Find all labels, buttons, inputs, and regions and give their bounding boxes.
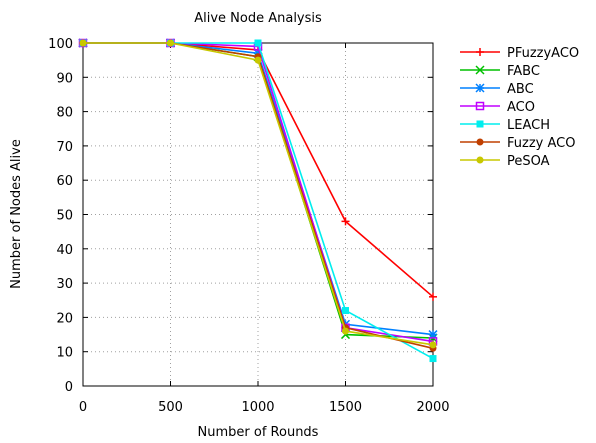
marker-shape bbox=[79, 39, 87, 47]
y-tick-label: 50 bbox=[56, 209, 73, 224]
data-point-leach bbox=[254, 39, 262, 47]
marker-stroke bbox=[475, 65, 485, 75]
legend-label: ABC bbox=[507, 82, 534, 97]
marker-shape bbox=[476, 138, 484, 146]
y-tick-label: 10 bbox=[56, 346, 73, 361]
x-axis-title: Number of Rounds bbox=[198, 425, 319, 439]
x-tick-label: 2000 bbox=[416, 400, 449, 415]
y-tick-label: 0 bbox=[65, 380, 73, 395]
data-point-pesoa bbox=[254, 56, 262, 64]
series-group bbox=[78, 38, 438, 363]
legend-label: ACO bbox=[507, 100, 535, 115]
legend-item-abc: ABC bbox=[460, 82, 534, 97]
marker-shape bbox=[167, 39, 174, 47]
legend-label: LEACH bbox=[507, 118, 550, 133]
legend-label: FABC bbox=[507, 64, 540, 79]
marker-shape bbox=[429, 355, 437, 363]
legend-item-leach: LEACH bbox=[460, 118, 550, 133]
data-point-pesoa bbox=[79, 39, 87, 47]
series-pesoa bbox=[79, 39, 437, 349]
y-tick-label: 30 bbox=[56, 277, 73, 292]
series-line-abc bbox=[83, 42, 434, 336]
x-tick-label: 500 bbox=[158, 400, 183, 415]
data-point-pesoa bbox=[429, 341, 437, 349]
marker-shape bbox=[342, 307, 349, 315]
y-tick-label: 90 bbox=[56, 71, 73, 86]
legend-marker bbox=[476, 48, 484, 56]
marker-shape bbox=[429, 341, 437, 349]
data-point-pesoa bbox=[167, 39, 174, 47]
y-tick-label: 20 bbox=[56, 311, 73, 326]
legend-marker bbox=[475, 65, 485, 75]
legend-marker bbox=[476, 138, 484, 146]
y-tick-label: 40 bbox=[56, 243, 73, 258]
legend-marker bbox=[476, 120, 484, 128]
legend-label: PeSOA bbox=[507, 154, 550, 169]
grid bbox=[83, 43, 433, 386]
x-tick-label: 0 bbox=[79, 400, 87, 415]
series-line-pfuzzyaco bbox=[83, 42, 434, 298]
legend-item-pfuzzyaco: PFuzzyACO bbox=[460, 46, 579, 61]
legend-item-fuzzy-aco: Fuzzy ACO bbox=[460, 136, 575, 151]
legend-marker bbox=[476, 156, 484, 164]
marker-shape bbox=[254, 39, 262, 47]
data-point-leach bbox=[429, 355, 437, 363]
x-tick-label: 1500 bbox=[329, 400, 362, 415]
marker-shape bbox=[254, 56, 262, 64]
data-point-pesoa bbox=[342, 327, 349, 335]
marker-shape bbox=[476, 156, 484, 164]
data-point-pfuzzyaco bbox=[429, 292, 437, 301]
legend-item-aco: ACO bbox=[460, 100, 535, 115]
y-tick-label: 60 bbox=[56, 174, 73, 189]
data-point-leach bbox=[342, 307, 349, 315]
y-axis-title: Number of Nodes Alive bbox=[9, 139, 24, 289]
marker-shape bbox=[342, 327, 349, 335]
y-tick-label: 80 bbox=[56, 106, 73, 121]
legend-marker bbox=[475, 83, 485, 93]
series-fabc bbox=[78, 38, 438, 343]
legend: PFuzzyACO FABC ABC ACO LEACH Fuzzy ACO PeSOA bbox=[460, 46, 579, 169]
marker-shape bbox=[476, 120, 484, 128]
marker-stroke bbox=[475, 83, 485, 93]
marker-shape bbox=[475, 101, 485, 111]
chart-title: Alive Node Analysis bbox=[194, 11, 322, 26]
legend-item-fabc: FABC bbox=[460, 64, 540, 79]
y-tick-label: 70 bbox=[56, 140, 73, 155]
series-pfuzzyaco bbox=[79, 39, 437, 301]
x-tick-label: 1000 bbox=[241, 400, 274, 415]
legend-label: Fuzzy ACO bbox=[507, 136, 575, 151]
legend-item-pesoa: PeSOA bbox=[460, 154, 550, 169]
legend-marker bbox=[475, 101, 485, 111]
y-tick-label: 100 bbox=[48, 37, 73, 52]
legend-label: PFuzzyACO bbox=[507, 46, 579, 61]
data-point-pfuzzyaco bbox=[341, 217, 350, 226]
